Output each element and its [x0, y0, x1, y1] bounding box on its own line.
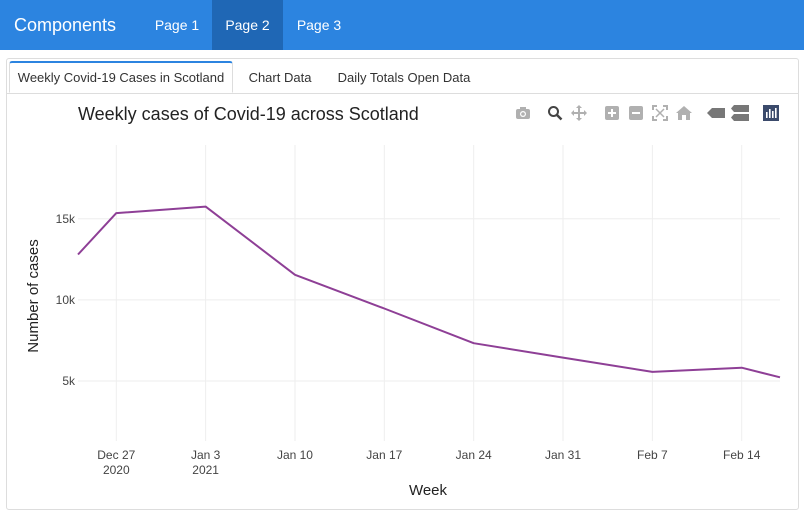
nav-page-2[interactable]: Page 2 [212, 0, 283, 50]
navbar: Components Page 1 Page 2 Page 3 [0, 0, 804, 50]
chart-title: Weekly cases of Covid-19 across Scotland [78, 104, 419, 124]
compare-hover-icon[interactable] [729, 102, 751, 124]
tab-weekly-cases[interactable]: Weekly Covid-19 Cases in Scotland [9, 61, 233, 93]
tab-bar: Weekly Covid-19 Cases in Scotland Chart … [7, 59, 798, 94]
camera-icon[interactable] [512, 102, 534, 124]
content-panel: Weekly Covid-19 Cases in Scotland Chart … [6, 58, 799, 510]
autoscale-icon[interactable] [649, 102, 671, 124]
nav-page-1[interactable]: Page 1 [154, 17, 200, 33]
zoom-out-icon[interactable] [625, 102, 647, 124]
zoom-in-icon[interactable] [601, 102, 623, 124]
brand-title[interactable]: Components [14, 15, 117, 35]
plotly-logo-icon[interactable] [760, 102, 782, 124]
nav-page-3[interactable]: Page 3 [296, 17, 342, 33]
pan-icon[interactable] [568, 102, 590, 124]
zoom-icon[interactable] [544, 102, 566, 124]
tab-chart-data[interactable]: Chart Data [248, 70, 312, 85]
reset-axes-icon[interactable] [673, 102, 695, 124]
spike-lines-icon[interactable] [705, 102, 727, 124]
tab-daily-totals[interactable]: Daily Totals Open Data [337, 70, 471, 85]
